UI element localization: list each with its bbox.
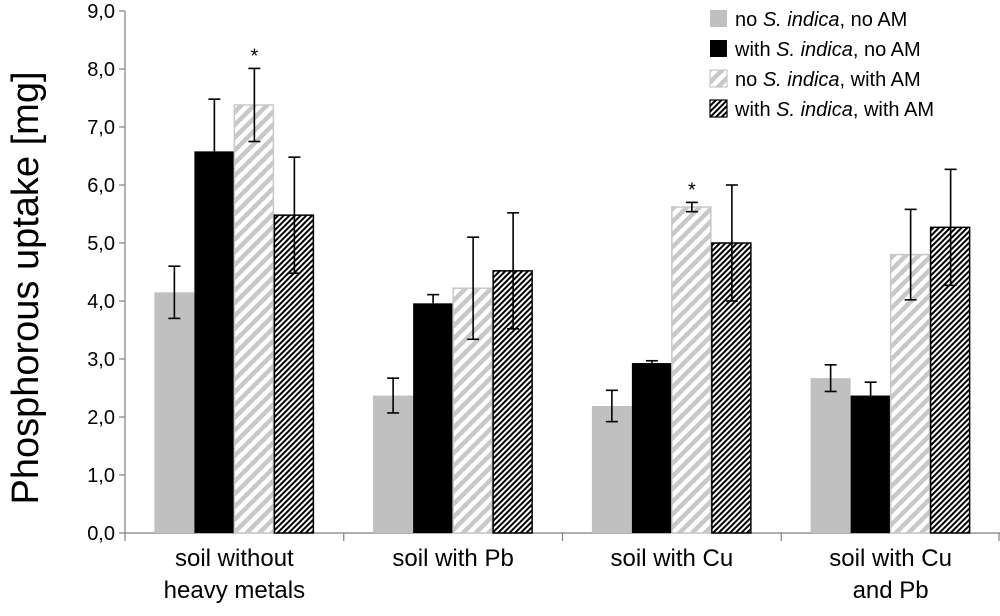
legend-label-part: , no AM	[853, 39, 921, 61]
legend-label-part: S. indica	[763, 9, 840, 31]
x-tick-label: and Pb	[853, 577, 929, 604]
legend-label-part: no	[735, 9, 763, 31]
legend-label: no S. indica, with AM	[735, 69, 921, 91]
y-tick-label: 5,0	[87, 233, 115, 255]
legend-swatch	[709, 69, 728, 88]
y-tick-label: 1,0	[87, 465, 115, 487]
legend-label: with S. indica, no AM	[734, 39, 921, 61]
bar	[591, 405, 632, 533]
legend-label-part: no	[735, 69, 763, 91]
legend-swatch	[710, 40, 727, 57]
y-tick-label: 8,0	[87, 59, 115, 81]
x-tick-label: soil without	[175, 545, 294, 572]
bar	[154, 292, 195, 533]
bar	[889, 253, 931, 534]
y-tick-label: 9,0	[87, 1, 115, 23]
bar	[373, 395, 414, 533]
bar	[233, 104, 275, 534]
legend-label-part: with	[734, 99, 776, 121]
bar	[413, 303, 454, 533]
legend-label-part: S. indica	[776, 39, 853, 61]
error-bars-group	[168, 67, 957, 423]
legend-label-part: with	[734, 39, 776, 61]
bar	[810, 378, 851, 533]
legend-swatch	[709, 99, 728, 118]
significance-mark: *	[688, 179, 696, 201]
y-axis-label: Phosphorous uptake [mg]	[5, 71, 47, 504]
legend-label-part: , with AM	[840, 69, 921, 91]
legend-label-part: , no AM	[840, 9, 908, 31]
bars-group	[154, 104, 971, 534]
y-tick-label: 6,0	[87, 175, 115, 197]
x-tick-label: heavy metals	[164, 577, 305, 604]
y-tick-label: 0,0	[87, 523, 115, 545]
x-tick-label: soil with Pb	[392, 545, 513, 572]
x-axis: soil without heavy metals soil with Pb soil…	[124, 532, 1000, 604]
legend-label: with S. indica, with AM	[734, 99, 934, 121]
legend-label-part: S. indica	[763, 69, 840, 91]
significance-mark: *	[250, 45, 258, 67]
y-tick-label: 7,0	[87, 117, 115, 139]
y-axis: 0,0 1,0 2,0 3,0 4,0 5,0 6,0 7,0 8,0 9,0	[87, 1, 126, 545]
x-tick-label: soil with Cu	[611, 545, 734, 572]
bar	[671, 206, 712, 534]
legend-swatch	[710, 10, 727, 27]
y-tick-label: 4,0	[87, 291, 115, 313]
legend-label-part: , with AM	[853, 99, 934, 121]
bar	[631, 363, 672, 533]
bar	[850, 395, 891, 533]
legend-label-part: S. indica	[776, 99, 853, 121]
x-tick-label: soil with Cu	[829, 545, 952, 572]
bar	[194, 151, 235, 534]
y-tick-label: 3,0	[87, 349, 115, 371]
significance-marks-group: **	[250, 45, 696, 201]
y-tick-label: 2,0	[87, 407, 115, 429]
legend-label: no S. indica, no AM	[735, 9, 907, 31]
